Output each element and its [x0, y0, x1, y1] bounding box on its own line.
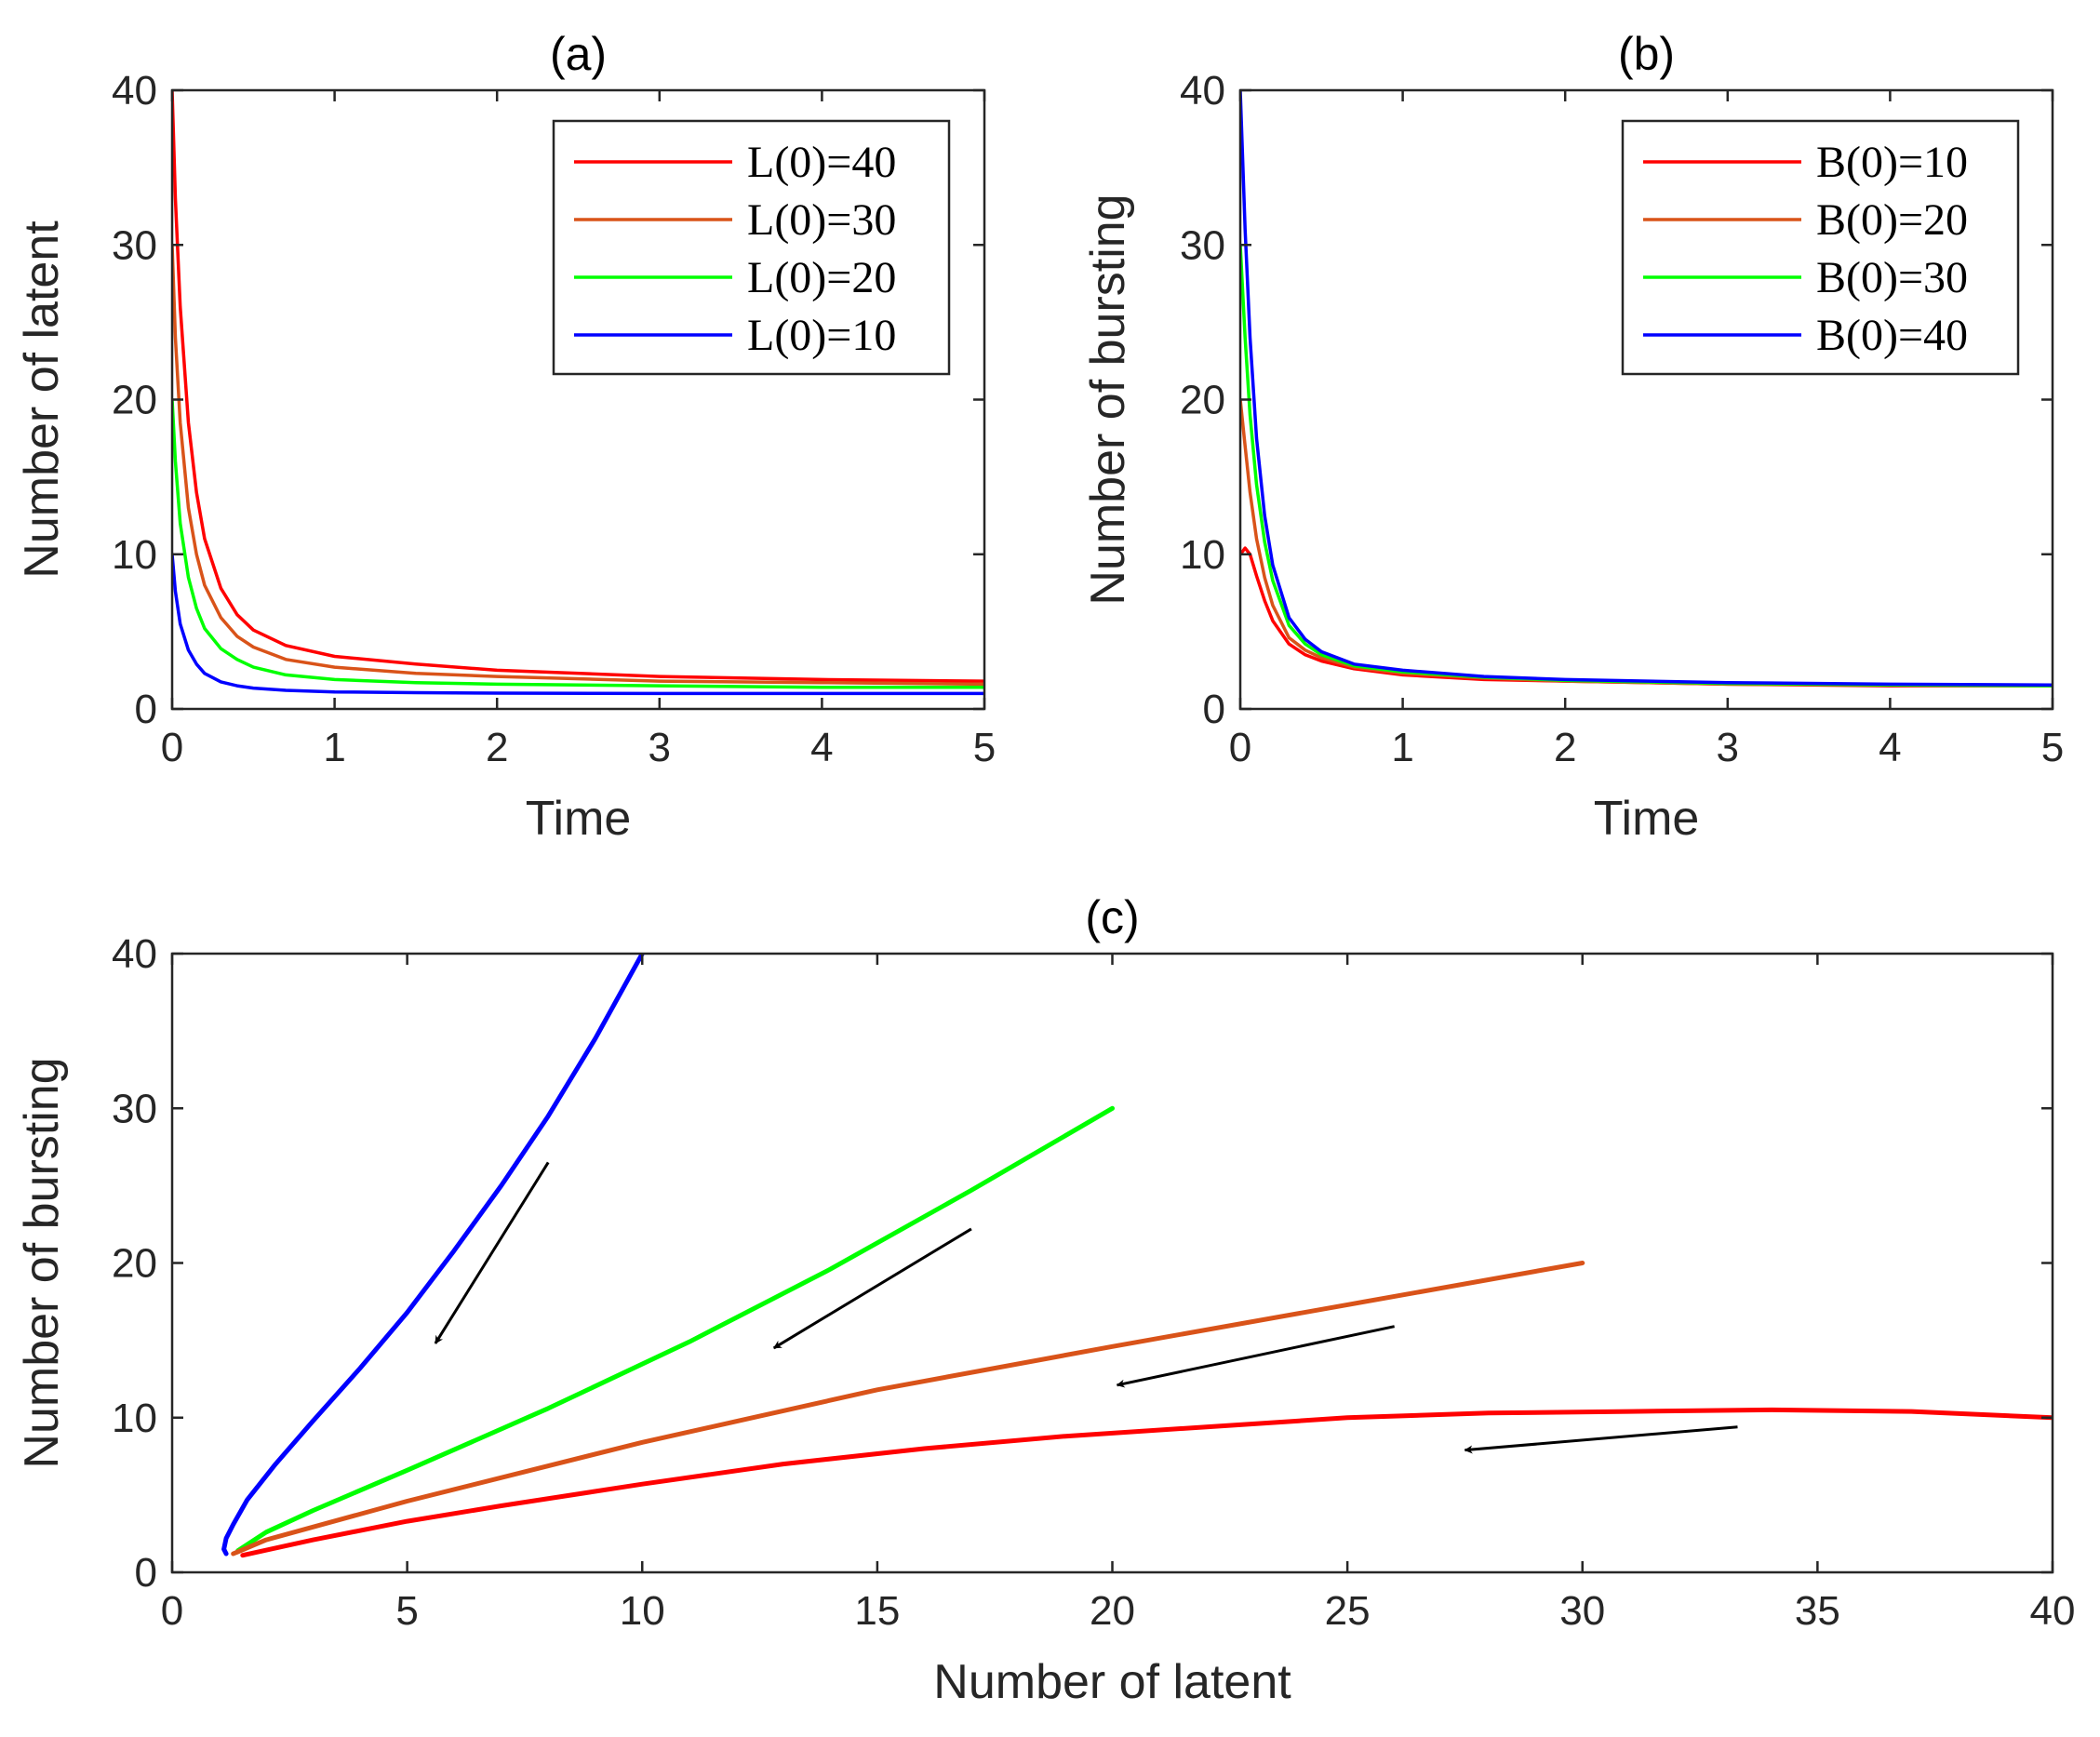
y-axis-label: Number of latent [15, 220, 69, 579]
flow-arrow-4 [1464, 1425, 1738, 1454]
panel-title: (a) [550, 28, 607, 80]
x-tick-label: 1 [1391, 725, 1413, 770]
y-tick-label: 20 [112, 1241, 157, 1287]
series-line-4 [240, 1407, 2053, 1558]
x-tick-label: 25 [1325, 1588, 1371, 1634]
y-tick-label: 40 [112, 931, 157, 977]
x-tick-label: 3 [649, 725, 671, 770]
y-tick-label: 0 [135, 687, 157, 732]
series-group [172, 90, 984, 696]
x-axis-label: Time [1594, 792, 1700, 846]
legend-label: L(0)=20 [747, 253, 896, 302]
legend-label: B(0)=10 [1816, 138, 1968, 187]
x-tick-label: 30 [1559, 1588, 1605, 1634]
x-tick-label: 1 [323, 725, 345, 770]
x-tick-label: 2 [1554, 725, 1576, 770]
x-tick-label: 0 [161, 725, 183, 770]
x-tick-label: 5 [2041, 725, 2064, 770]
legend-label: B(0)=40 [1816, 311, 1968, 360]
series-line-3 [231, 1261, 1585, 1557]
legend-label: B(0)=20 [1816, 195, 1968, 245]
y-tick-label: 30 [112, 222, 157, 268]
series-line-4 [1240, 90, 2053, 687]
legend-label: L(0)=10 [747, 311, 896, 360]
series-line-2 [235, 1105, 1115, 1554]
panel-c: 0 5 10 15 20 25 30 35 40 0 10 20 30 40 (c) Number of la… [15, 891, 2075, 1709]
y-tick-label: 30 [112, 1086, 157, 1131]
x-tick-label: 4 [1879, 725, 1901, 770]
y-tick-label: 0 [1203, 687, 1225, 732]
panel-title: (c) [1085, 891, 1139, 943]
x-tick-label: 0 [161, 1588, 183, 1634]
y-tick-label: 20 [1180, 378, 1225, 423]
flow-arrow-1 [434, 1161, 550, 1344]
panel-title: (b) [1618, 28, 1675, 80]
series-line-3 [172, 397, 984, 689]
y-tick-label: 20 [112, 378, 157, 423]
panel-b: 0 1 2 3 4 5 0 10 20 30 40 (b) Time Number of bursting… [1081, 28, 2064, 846]
y-axis-label: Number of bursting [1081, 194, 1135, 605]
legend: L(0)=40 L(0)=30 L(0)=20 L(0)=10 [552, 119, 951, 376]
x-axis-label: Time [526, 792, 632, 846]
series-line-4 [172, 553, 984, 696]
x-tick-label: 40 [2030, 1588, 2076, 1634]
legend-label: B(0)=30 [1816, 253, 1968, 302]
x-tick-label: 5 [973, 725, 996, 770]
y-tick-label: 40 [112, 68, 157, 114]
flow-arrow-3 [1116, 1325, 1395, 1388]
series-group [1240, 90, 2053, 688]
flow-arrow-2 [772, 1227, 972, 1350]
x-tick-label: 0 [1229, 725, 1251, 770]
series-group [221, 954, 2053, 1558]
series-line-2 [172, 243, 984, 687]
plot-area [172, 954, 2053, 1572]
x-axis-label: Number of latent [933, 1655, 1291, 1709]
x-tick-label: 3 [1717, 725, 1739, 770]
x-tick-label: 2 [486, 725, 508, 770]
series-line-1 [221, 954, 645, 1557]
y-tick-label: 30 [1180, 222, 1225, 268]
legend: B(0)=10 B(0)=20 B(0)=30 B(0)=40 [1621, 119, 2020, 376]
y-tick-label: 10 [1180, 532, 1225, 578]
x-tick-label: 20 [1090, 1588, 1135, 1634]
legend-label: L(0)=40 [747, 138, 896, 187]
legend-label: L(0)=30 [747, 195, 896, 245]
x-tick-label: 35 [1795, 1588, 1840, 1634]
series-line-1 [172, 90, 984, 683]
y-axis-label: Number of bursting [15, 1057, 69, 1468]
x-tick-label: 5 [395, 1588, 418, 1634]
y-tick-label: 10 [112, 1396, 157, 1441]
x-tick-label: 15 [854, 1588, 900, 1634]
panel-a: 0 1 2 3 4 5 0 10 20 30 40 (a) Time Number of latent L(… [15, 28, 996, 846]
y-tick-label: 0 [135, 1550, 157, 1596]
y-tick-label: 40 [1180, 68, 1225, 114]
x-tick-label: 4 [810, 725, 833, 770]
x-tick-label: 10 [620, 1588, 665, 1634]
y-tick-label: 10 [112, 532, 157, 578]
